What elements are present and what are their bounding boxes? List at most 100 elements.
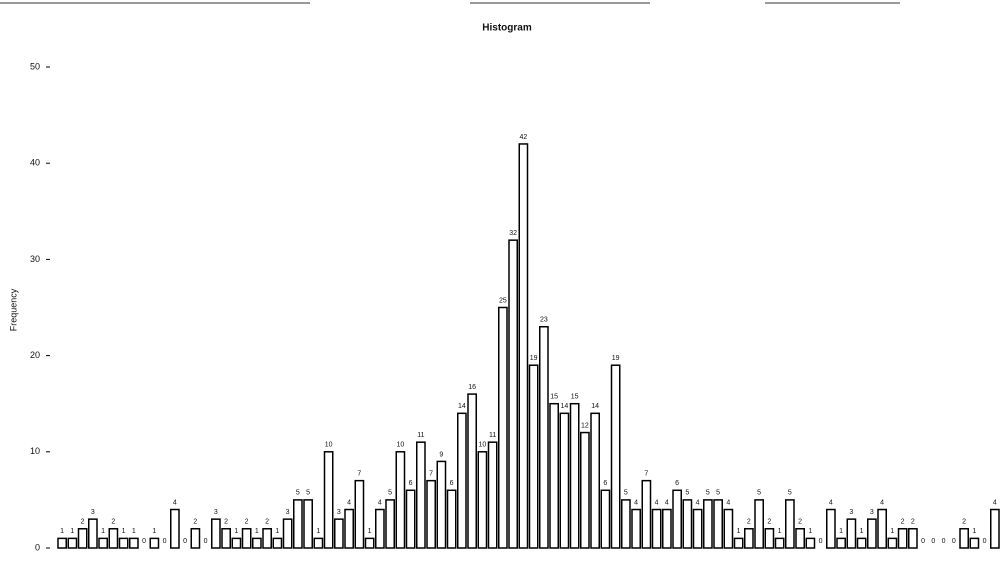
bar: [386, 500, 394, 548]
data-label: 19: [612, 355, 620, 362]
data-label: 7: [644, 471, 648, 478]
bar: [191, 529, 199, 548]
bar: [796, 529, 804, 548]
data-label: 5: [706, 490, 710, 497]
bar: [448, 490, 456, 548]
bar: [632, 510, 640, 548]
bar: [755, 500, 763, 548]
data-label: 1: [70, 528, 74, 535]
data-label: 7: [357, 471, 361, 478]
data-label: 3: [91, 509, 95, 516]
bar: [704, 500, 712, 548]
data-label: 14: [591, 403, 599, 410]
data-label: 5: [757, 490, 761, 497]
data-label: 3: [214, 509, 218, 516]
bar: [899, 529, 907, 548]
bar: [89, 519, 97, 548]
y-axis-label: Frequency: [8, 288, 18, 331]
bar: [735, 538, 743, 548]
data-label: 10: [478, 442, 486, 449]
bar: [284, 519, 292, 548]
data-label: 1: [737, 528, 741, 535]
bar: [263, 529, 271, 548]
data-label: 0: [819, 538, 823, 545]
bar: [663, 510, 671, 548]
bar: [366, 538, 374, 548]
data-label: 6: [409, 480, 413, 487]
bar: [622, 500, 630, 548]
bar: [642, 481, 650, 548]
data-label: 15: [550, 394, 558, 401]
bar: [130, 538, 138, 548]
data-label: 2: [81, 519, 85, 526]
data-label: 3: [870, 509, 874, 516]
data-label: 1: [255, 528, 259, 535]
bar: [868, 519, 876, 548]
bar: [243, 529, 251, 548]
bar: [99, 538, 107, 548]
bar: [314, 538, 322, 548]
bar: [325, 452, 333, 548]
data-label: 1: [101, 528, 105, 535]
bar: [612, 365, 620, 548]
data-label: 14: [560, 403, 568, 410]
data-label: 1: [808, 528, 812, 535]
data-label: 16: [468, 384, 476, 391]
data-label: 1: [778, 528, 782, 535]
bar: [427, 481, 435, 548]
data-label: 9: [439, 451, 443, 458]
bar: [489, 442, 497, 548]
data-label: 0: [921, 538, 925, 545]
bar: [417, 442, 425, 548]
bar: [499, 308, 507, 549]
bar: [786, 500, 794, 548]
data-label: 5: [624, 490, 628, 497]
bar: [847, 519, 855, 548]
bar: [355, 481, 363, 548]
bar: [437, 461, 445, 548]
data-label: 1: [860, 528, 864, 535]
data-label: 1: [60, 528, 64, 535]
data-label: 2: [962, 519, 966, 526]
bar: [571, 404, 579, 548]
data-label: 4: [378, 499, 382, 506]
data-label: 1: [890, 528, 894, 535]
bar: [79, 529, 87, 548]
bar: [550, 404, 558, 548]
data-label: 5: [788, 490, 792, 497]
data-label: 3: [337, 509, 341, 516]
y-tick-label: 10: [30, 446, 40, 456]
data-label: 15: [571, 394, 579, 401]
bar: [530, 365, 538, 548]
data-label: 2: [265, 519, 269, 526]
bar: [909, 529, 917, 548]
bar: [888, 538, 896, 548]
data-label: 2: [747, 519, 751, 526]
data-label: 2: [901, 519, 905, 526]
page: Histogram Frequency 01020304050112312110…: [0, 0, 1002, 579]
bar: [581, 433, 589, 548]
chart-title: Histogram: [482, 23, 532, 34]
data-label: 23: [540, 317, 548, 324]
data-label: 6: [450, 480, 454, 487]
bar: [591, 413, 599, 548]
data-label: 3: [849, 509, 853, 516]
data-label: 0: [163, 538, 167, 545]
data-label: 10: [396, 442, 404, 449]
data-label: 2: [224, 519, 228, 526]
data-label: 1: [316, 528, 320, 535]
y-tick-label: 50: [30, 61, 40, 71]
bar: [519, 144, 527, 548]
bar: [304, 500, 312, 548]
data-label: 11: [489, 432, 496, 439]
data-label: 2: [193, 519, 197, 526]
y-tick-label: 20: [30, 350, 40, 360]
data-label: 32: [509, 230, 517, 237]
data-label: 1: [122, 528, 126, 535]
bar: [294, 500, 302, 548]
data-label: 1: [152, 528, 156, 535]
data-label: 6: [675, 480, 679, 487]
bar: [673, 490, 681, 548]
bar: [560, 413, 568, 548]
bar: [776, 538, 784, 548]
